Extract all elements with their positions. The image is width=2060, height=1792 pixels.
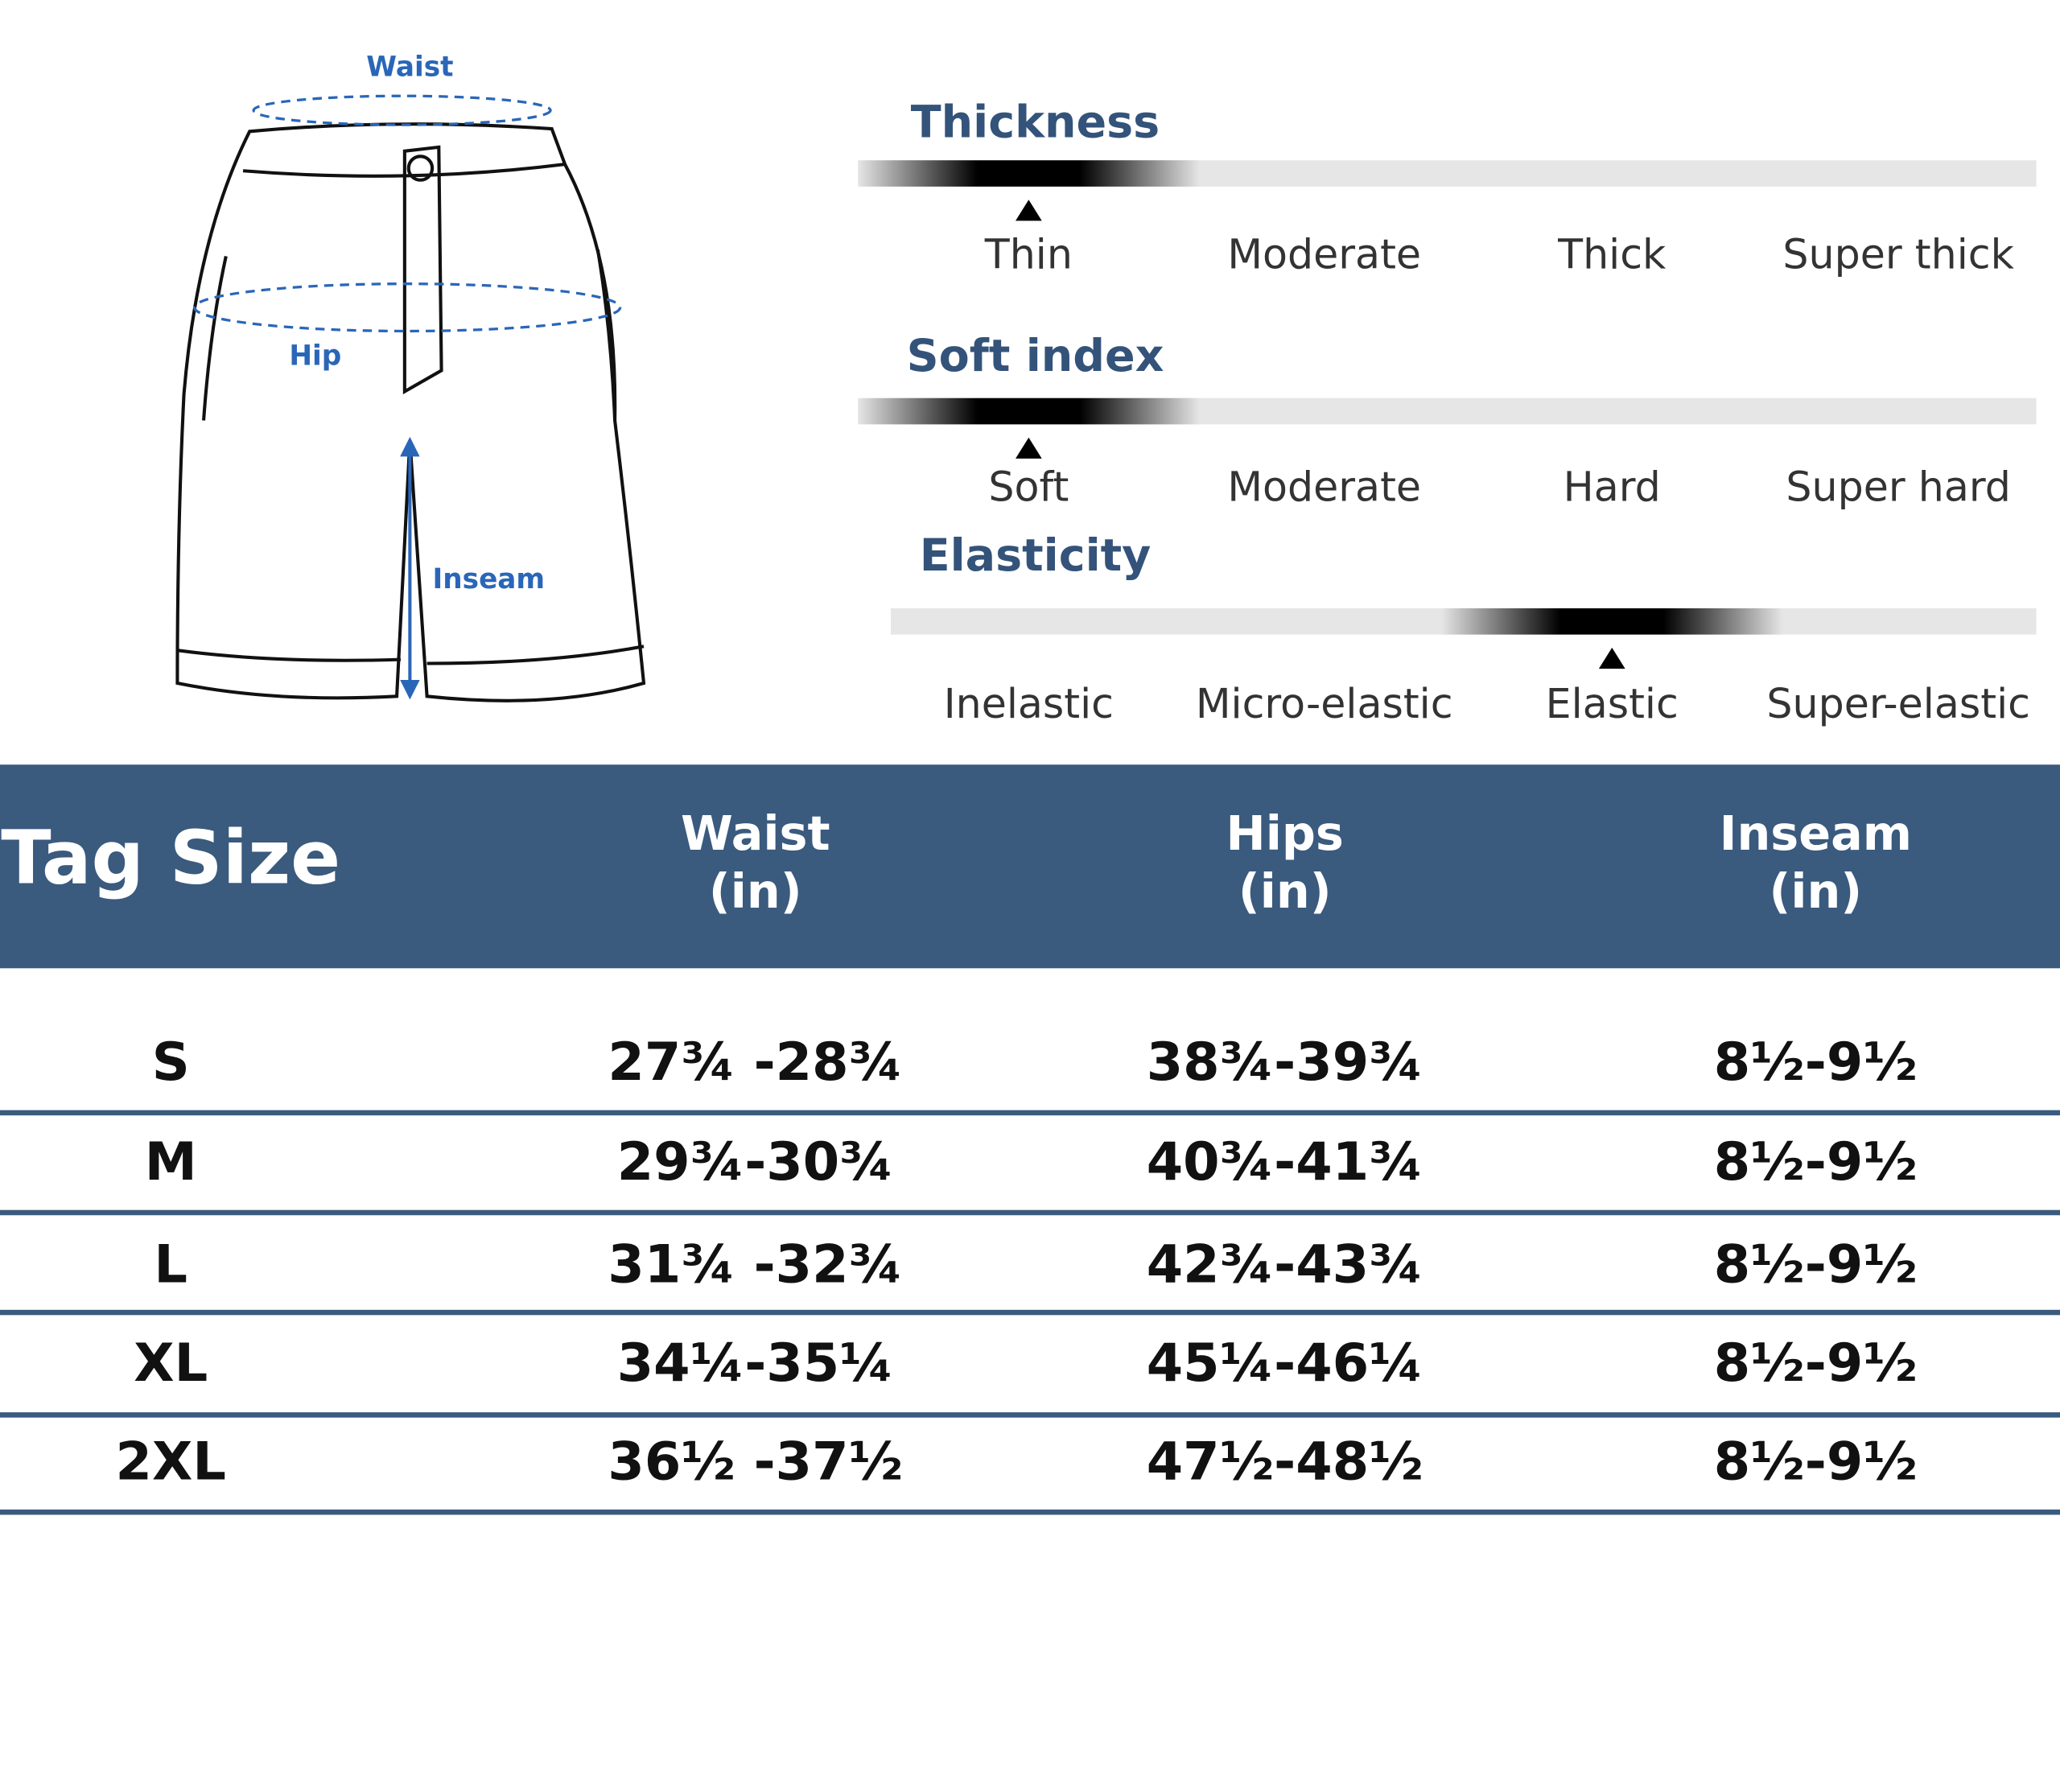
header-cell: (in) [1769,863,1862,919]
scale-option: Hard [1564,463,1661,511]
scale-option: Thin [984,231,1073,278]
scale-option: Super-elastic [1766,680,2030,727]
table-cell: 42¾-43¾ [1147,1234,1423,1296]
diagram-label: Hip [289,340,341,373]
scale-arrow [1016,200,1042,221]
table-header-band [0,764,2060,969]
scale-title: Soft index [907,330,1164,382]
table-cell: 34¼-35¼ [617,1333,894,1394]
table-cell: 38¾-39¾ [1147,1032,1423,1093]
header-cell: Tag Size [1,815,340,901]
diagram-label: Inseam [433,563,546,595]
scale-option: Super hard [1786,463,2011,511]
scale-option: Moderate [1227,231,1421,278]
row-separator [0,1412,2060,1418]
row-separator [0,1110,2060,1116]
header-cell: (in) [1238,863,1332,919]
scale-option: Soft [988,463,1069,511]
scale-option: Moderate [1227,463,1421,511]
table-cell: M [145,1131,197,1193]
scale-option: Super thick [1782,231,2014,278]
scale-title: Thickness [911,96,1160,148]
scale-option: Micro-elastic [1196,680,1453,727]
scale-arrow [1598,647,1625,669]
scale-indicator [858,398,1200,425]
table-cell: XL [134,1333,208,1394]
table-cell: 45¼-46¼ [1147,1333,1423,1394]
table-cell: S [152,1032,190,1093]
table-cell: 27¾ -28¾ [608,1032,903,1093]
scale-option: Inelastic [944,680,1114,727]
table-cell: 2XL [116,1432,226,1493]
scale-indicator [1441,608,1783,635]
scale-indicator [858,160,1200,187]
table-cell: 31¾ -32¾ [608,1234,903,1296]
table-cell: 29¾-30¾ [617,1131,894,1193]
table-cell: 40¾-41¾ [1147,1131,1423,1193]
scale-option: Elastic [1546,680,1679,727]
scale-arrow [1016,437,1042,459]
row-separator [0,1309,2060,1316]
table-cell: 8½-9½ [1714,1333,1918,1394]
table-cell: 8½-9½ [1714,1234,1918,1296]
table-cell: 36½ -37½ [608,1432,903,1493]
table-cell: 8½-9½ [1714,1432,1918,1493]
table-cell: 8½-9½ [1714,1032,1918,1093]
header-cell: (in) [709,863,802,919]
shorts-drawing: Waist Hip Inseam [175,51,646,702]
diagram-label: Waist [366,51,453,83]
header-cell: Waist [681,805,830,861]
table-cell: 47½-48½ [1147,1432,1423,1493]
row-separator [0,1509,2060,1515]
table-cell: 8½-9½ [1714,1131,1918,1193]
table-cell: L [154,1234,187,1296]
scale-option: Thick [1557,231,1667,278]
scale-title: Elasticity [920,529,1152,582]
row-separator [0,1209,2060,1216]
header-cell: Hips [1226,805,1344,861]
header-cell: Inseam [1720,805,1912,861]
